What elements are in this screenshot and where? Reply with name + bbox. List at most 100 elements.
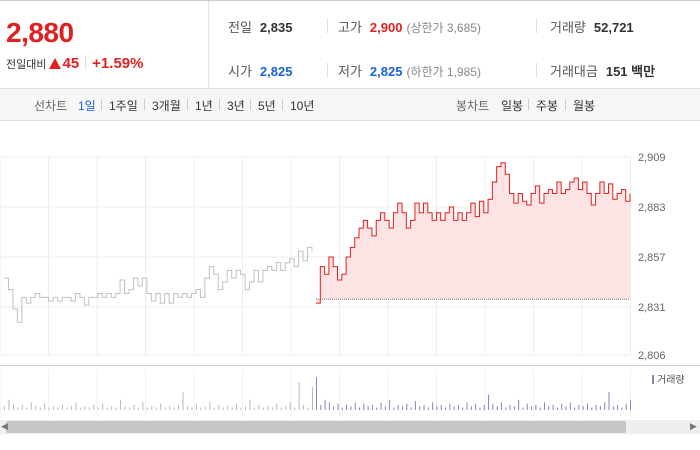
y-tick-label: 2,857 xyxy=(638,252,666,264)
candle-monthly[interactable]: 월봉 xyxy=(573,99,596,113)
volume-bar xyxy=(488,394,490,410)
low-value: 2,825 xyxy=(369,64,403,79)
volume-bar xyxy=(35,406,37,410)
volume-bar xyxy=(320,404,322,410)
price-chart: 2,909 2,883 2,857 2,831 2,806 xyxy=(0,152,700,418)
period-10y[interactable]: 10년 xyxy=(290,99,315,113)
volume-bar xyxy=(604,402,606,410)
volume-bar xyxy=(561,403,563,410)
volume-bar xyxy=(53,406,55,410)
amount-label: 거래대금 xyxy=(550,64,598,79)
volume-bar xyxy=(436,406,438,410)
volume-bar xyxy=(169,406,171,410)
candle-weekly[interactable]: 주봉 xyxy=(536,99,559,113)
volume-bar xyxy=(4,406,5,410)
open-value: 2,825 xyxy=(259,64,293,79)
volume-bar xyxy=(142,402,144,410)
period-3y[interactable]: 3년 xyxy=(227,99,245,113)
divider xyxy=(536,19,537,33)
volume-bar xyxy=(204,406,206,410)
volume-bar xyxy=(363,403,365,410)
period-1w[interactable]: 1주일 xyxy=(109,99,138,113)
up-triangle-icon xyxy=(49,58,62,69)
scrollbar-thumb[interactable] xyxy=(6,421,626,433)
period-3m[interactable]: 3개월 xyxy=(152,99,181,113)
volume-bar xyxy=(328,402,330,410)
divider xyxy=(101,99,102,110)
volume-bar xyxy=(466,402,468,410)
volume-bar xyxy=(500,402,502,410)
prev-close-label: 전일 xyxy=(228,20,252,35)
volume-bar xyxy=(267,406,269,410)
volume-bar xyxy=(509,404,511,410)
volume-bar xyxy=(617,404,619,410)
current-price: 2,880 xyxy=(6,17,74,48)
volume-bar xyxy=(200,407,202,410)
volume-bar xyxy=(44,403,46,410)
volume-bar xyxy=(578,404,580,410)
volume-bar xyxy=(402,406,404,410)
volume-bar xyxy=(258,404,260,410)
open-label: 시가 xyxy=(228,64,252,79)
volume-bar xyxy=(21,404,23,410)
period-5y[interactable]: 5년 xyxy=(258,99,276,113)
volume-bar xyxy=(389,399,391,410)
volume-bar xyxy=(213,407,215,410)
volume-legend: 거래량 xyxy=(652,371,685,386)
volume-bar xyxy=(245,406,247,410)
volume-pane-divider xyxy=(0,365,700,366)
volume-label: 거래량 xyxy=(550,20,586,35)
volume-bar xyxy=(341,407,343,410)
triangle-left-icon[interactable]: ◀ xyxy=(1,421,8,431)
volume-bar xyxy=(93,404,95,410)
period-1y[interactable]: 1년 xyxy=(195,99,213,113)
volume-bar xyxy=(62,404,64,410)
candle-daily[interactable]: 일봉 xyxy=(501,99,524,113)
volume-bar xyxy=(479,407,481,410)
volume-bar xyxy=(249,399,251,410)
volume-bar xyxy=(569,402,571,410)
volume-bar xyxy=(552,404,554,410)
prev-close-value: 2,835 xyxy=(259,20,293,35)
volume-bar xyxy=(582,406,584,410)
volume-legend-label: 거래량 xyxy=(657,375,685,386)
volume-bar xyxy=(66,407,68,410)
volume-bar xyxy=(470,406,472,410)
volume-bar xyxy=(298,382,300,410)
volume-bar xyxy=(146,407,148,410)
y-tick-label: 2,909 xyxy=(638,152,666,164)
change-label: 전일대비 xyxy=(6,59,47,71)
volume-bar xyxy=(556,407,558,410)
volume-bar xyxy=(483,404,485,410)
volume-bar xyxy=(371,404,373,410)
period-1d[interactable]: 1일 xyxy=(78,99,96,113)
volume-bar xyxy=(475,403,477,410)
volume-bar xyxy=(543,402,545,410)
volume-bar xyxy=(106,407,108,410)
triangle-right-icon[interactable]: ▶ xyxy=(690,421,697,431)
volume-bar xyxy=(535,404,537,410)
volume-bar xyxy=(231,407,233,410)
volume-bar xyxy=(539,407,541,410)
divider xyxy=(327,63,328,77)
volume-bar xyxy=(630,399,631,410)
volume-bar xyxy=(182,392,184,410)
lower-limit-note: (하한가 1,985) xyxy=(406,65,481,79)
volume-bar xyxy=(384,406,386,410)
volume-bar xyxy=(307,407,309,410)
volume-bar xyxy=(574,407,576,410)
volume-bar xyxy=(124,406,126,410)
volume-bar xyxy=(505,407,507,410)
volume-bar xyxy=(346,404,348,410)
volume-bar xyxy=(209,402,211,410)
volume-bar xyxy=(350,406,352,410)
volume-bar xyxy=(79,407,81,410)
volume-bar xyxy=(376,407,378,410)
volume-bar xyxy=(151,406,153,410)
volume-bar xyxy=(75,402,77,410)
divider xyxy=(282,99,283,110)
volume-bar xyxy=(621,407,623,410)
y-tick-label: 2,883 xyxy=(638,202,666,214)
high-value: 2,900 xyxy=(369,20,403,35)
volume-bar xyxy=(30,402,32,410)
